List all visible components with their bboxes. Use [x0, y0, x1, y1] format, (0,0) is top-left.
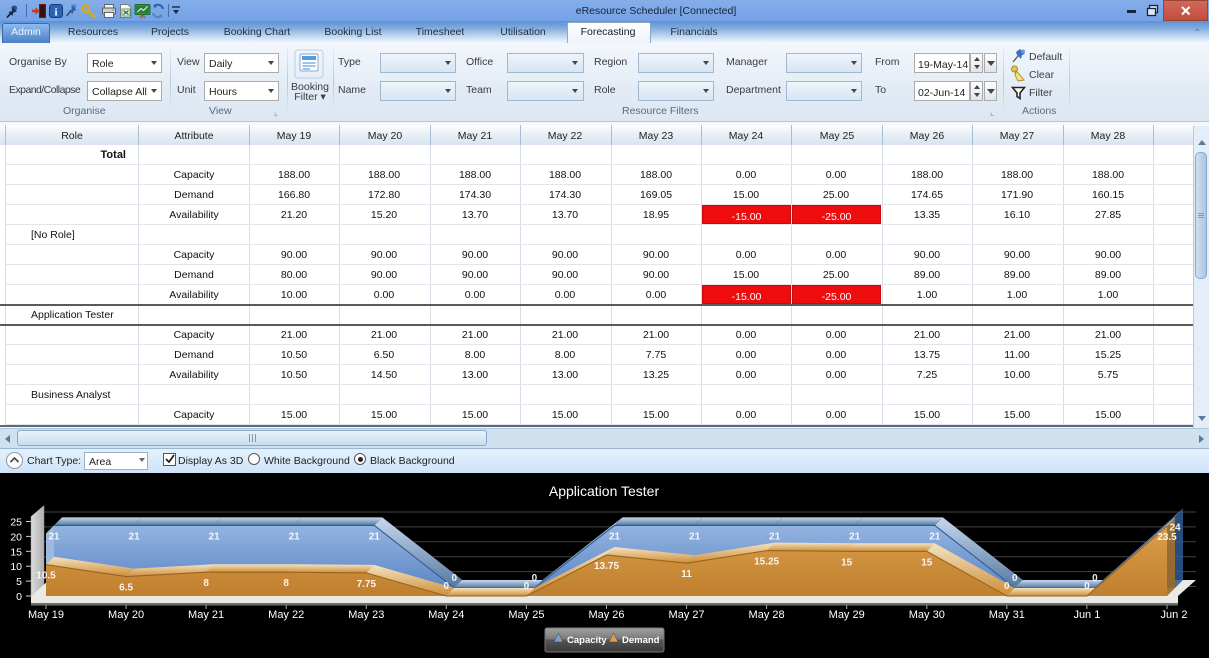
- svg-text:21: 21: [769, 531, 781, 542]
- svg-text:May 23: May 23: [348, 609, 384, 621]
- svg-text:Jun 1: Jun 1: [1073, 609, 1100, 621]
- svg-text:Capacity: Capacity: [567, 635, 607, 646]
- svg-text:10.5: 10.5: [36, 571, 56, 582]
- svg-text:21: 21: [48, 531, 60, 542]
- svg-text:Application Tester: Application Tester: [549, 483, 660, 499]
- svg-text:13.75: 13.75: [594, 561, 619, 572]
- svg-text:21: 21: [369, 531, 381, 542]
- svg-text:23.5: 23.5: [1157, 532, 1177, 543]
- svg-text:May 24: May 24: [428, 609, 464, 621]
- svg-text:May 31: May 31: [989, 609, 1025, 621]
- svg-text:15.25: 15.25: [754, 557, 779, 568]
- svg-text:May 26: May 26: [588, 609, 624, 621]
- svg-text:10: 10: [10, 561, 22, 573]
- svg-text:7.75: 7.75: [357, 579, 377, 590]
- svg-text:15: 15: [10, 546, 22, 558]
- svg-text:May 21: May 21: [188, 609, 224, 621]
- svg-text:21: 21: [209, 531, 221, 542]
- svg-text:0: 0: [1004, 581, 1010, 592]
- svg-text:24: 24: [1169, 523, 1181, 534]
- svg-text:i: i: [54, 7, 57, 19]
- svg-text:8: 8: [203, 578, 209, 589]
- svg-text:0: 0: [444, 581, 450, 592]
- svg-text:8: 8: [283, 578, 289, 589]
- svg-text:5: 5: [16, 576, 22, 588]
- svg-text:15: 15: [921, 557, 933, 568]
- svg-text:0: 0: [1092, 573, 1098, 584]
- svg-text:0: 0: [16, 591, 22, 603]
- svg-text:21: 21: [689, 531, 701, 542]
- svg-text:21: 21: [609, 531, 621, 542]
- svg-text:0: 0: [1012, 573, 1018, 584]
- svg-text:21: 21: [929, 531, 941, 542]
- svg-text:0: 0: [524, 581, 530, 592]
- svg-text:15: 15: [841, 557, 853, 568]
- svg-text:0: 0: [1084, 581, 1090, 592]
- svg-text:Jun 2: Jun 2: [1161, 609, 1188, 621]
- svg-text:20: 20: [10, 531, 22, 543]
- svg-text:May 28: May 28: [749, 609, 785, 621]
- svg-text:11: 11: [681, 569, 692, 580]
- svg-text:21: 21: [849, 531, 861, 542]
- svg-text:21: 21: [289, 531, 301, 542]
- svg-text:May 20: May 20: [108, 609, 144, 621]
- svg-text:May 25: May 25: [508, 609, 544, 621]
- svg-text:May 19: May 19: [28, 609, 64, 621]
- svg-text:May 30: May 30: [909, 609, 945, 621]
- svg-text:May 22: May 22: [268, 609, 304, 621]
- svg-text:25: 25: [10, 517, 22, 529]
- svg-text:6.5: 6.5: [119, 583, 133, 594]
- svg-text:Demand: Demand: [622, 635, 660, 646]
- svg-text:0: 0: [532, 573, 538, 584]
- svg-text:21: 21: [129, 531, 141, 542]
- svg-text:May 29: May 29: [829, 609, 865, 621]
- svg-text:0: 0: [452, 573, 458, 584]
- svg-text:May 27: May 27: [669, 609, 705, 621]
